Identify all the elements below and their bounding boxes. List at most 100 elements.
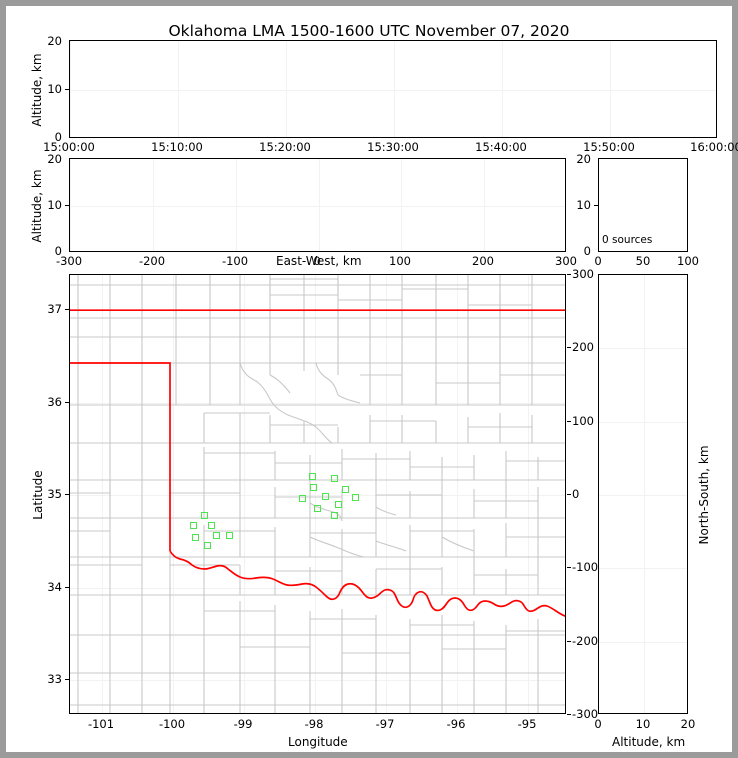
xtick-label: 0 — [313, 254, 321, 268]
lma-station-marker — [309, 473, 316, 480]
ytick-label: 10 — [47, 198, 62, 212]
gridline-v — [244, 275, 246, 713]
xtick-label: -101 — [87, 717, 115, 731]
xtick-label: 16:00:00 — [690, 140, 738, 154]
lma-station-marker — [352, 494, 359, 501]
ytick-label: 0 — [54, 130, 62, 144]
xtick-label: -300 — [55, 254, 83, 268]
panel-ew-height[interactable] — [69, 158, 566, 252]
ytick-label: 33 — [47, 672, 62, 686]
gridline-h — [70, 495, 565, 497]
lma-station-marker — [342, 486, 349, 493]
tickmark — [567, 714, 571, 715]
lma-station-marker — [213, 532, 220, 539]
lma-station-marker — [322, 493, 329, 500]
tickmark — [65, 494, 69, 495]
lma-station-marker — [204, 542, 211, 549]
gridline-h — [599, 495, 687, 496]
gridline-h — [599, 348, 687, 350]
xtick-label: 15:50:00 — [583, 140, 635, 154]
ytick-label: 0 — [54, 244, 62, 258]
xtick-label: 15:00:00 — [43, 140, 95, 154]
lma-station-marker — [208, 522, 215, 529]
ytick-label-ns: 100 — [572, 414, 594, 428]
tickmark — [567, 494, 571, 495]
gridline-h — [70, 680, 565, 682]
ytick-label: 20 — [47, 152, 62, 166]
tickmark — [65, 205, 69, 206]
ytick-label-ns: 300 — [572, 267, 594, 281]
panel-plan-view-map[interactable] — [69, 274, 566, 714]
gridline-v — [173, 275, 175, 713]
xtick-label: -99 — [233, 717, 253, 731]
lma-station-marker — [310, 484, 317, 491]
tickmark — [65, 309, 69, 310]
xtick-label: 15:10:00 — [151, 140, 203, 154]
gridline-h — [599, 421, 687, 423]
ytick-label-ns: -300 — [572, 707, 599, 721]
gridline-v — [70, 41, 71, 137]
tickmark — [567, 274, 571, 275]
source-count-annotation: 0 sources — [602, 234, 653, 246]
tickmark — [567, 567, 571, 568]
panel-altitude-histogram[interactable] — [598, 158, 688, 252]
gridline-v — [102, 275, 104, 713]
ytick-label: 10 — [576, 198, 591, 212]
xtick-label: -98 — [304, 717, 324, 731]
xtick-label: 0 — [594, 717, 602, 731]
ytick-label-ns: -100 — [572, 560, 599, 574]
xtick-label: 15:20:00 — [259, 140, 311, 154]
ytick-label: 0 — [583, 244, 591, 258]
xtick-label: 200 — [472, 254, 494, 268]
xtick-label: 15:40:00 — [475, 140, 527, 154]
axis-label-longitude: Longitude — [288, 735, 348, 749]
xtick-label: 300 — [555, 254, 577, 268]
xtick-label: -200 — [138, 254, 166, 268]
ytick-label: 20 — [47, 34, 62, 48]
axis-label-altitude-bottom: Altitude, km — [612, 735, 686, 749]
panel-ns-height[interactable] — [598, 274, 688, 714]
axis-label-altitude: Altitude, km — [30, 53, 44, 127]
tickmark — [567, 641, 571, 642]
gridline-v — [457, 275, 459, 713]
ytick-label-ns: 0 — [572, 487, 580, 501]
lma-station-marker — [190, 522, 197, 529]
lma-station-marker — [226, 532, 233, 539]
county-state-map — [70, 275, 565, 713]
tickmark — [65, 89, 69, 90]
gridline-v — [401, 159, 403, 251]
tickmark — [594, 205, 598, 206]
gridline-h — [70, 402, 565, 404]
lma-station-marker — [331, 475, 338, 482]
xtick-label: 100 — [389, 254, 411, 268]
xtick-label: 50 — [635, 254, 651, 268]
gridline-h — [599, 568, 687, 570]
ytick-label: 37 — [47, 302, 62, 316]
lma-station-marker — [201, 512, 208, 519]
axis-label-north-south: North-South, km — [697, 445, 711, 545]
xtick-label: -100 — [158, 717, 186, 731]
gridline-h — [599, 641, 687, 643]
xtick-label: -97 — [375, 717, 395, 731]
ytick-label: 36 — [47, 395, 62, 409]
ytick-label-ns: 200 — [572, 340, 594, 354]
figure-title: Oklahoma LMA 1500-1600 UTC November 07, … — [168, 22, 570, 40]
ytick-label-ns: -200 — [572, 634, 599, 648]
gridline-v — [315, 275, 317, 713]
xtick-label: 10 — [635, 717, 651, 731]
ytick-label: 35 — [47, 487, 62, 501]
xtick-label: 15:30:00 — [367, 140, 419, 154]
gridline-v — [286, 41, 287, 137]
gridline-v — [178, 41, 179, 137]
panel-time-height[interactable] — [69, 40, 717, 138]
xtick-label: 0 — [594, 254, 602, 268]
gridline-v — [318, 159, 320, 251]
gridline-v — [386, 275, 388, 713]
xtick-label: -95 — [517, 717, 537, 731]
ytick-label: 10 — [47, 82, 62, 96]
ytick-label: 34 — [47, 580, 62, 594]
xtick-label: -100 — [221, 254, 249, 268]
tickmark — [567, 421, 571, 422]
gridline-v — [644, 275, 645, 713]
